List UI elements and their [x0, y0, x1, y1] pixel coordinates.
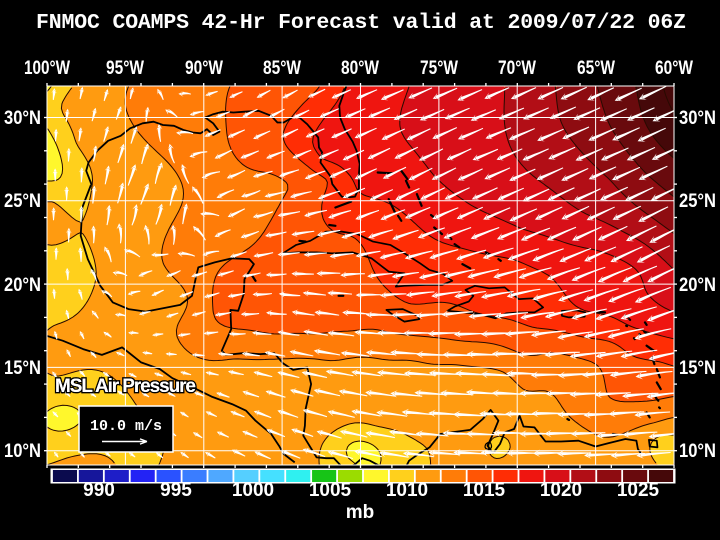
- svg-text:60°W: 60°W: [655, 58, 693, 79]
- svg-text:25°N: 25°N: [679, 191, 716, 212]
- svg-text:65°W: 65°W: [577, 58, 615, 79]
- svg-text:1005: 1005: [309, 480, 352, 501]
- svg-text:990: 990: [83, 480, 115, 501]
- svg-text:30°N: 30°N: [679, 108, 716, 129]
- svg-text:15°N: 15°N: [679, 358, 716, 379]
- svg-text:1025: 1025: [617, 480, 660, 501]
- svg-text:30°N: 30°N: [4, 108, 41, 129]
- svg-text:10°N: 10°N: [679, 441, 716, 462]
- svg-text:1020: 1020: [540, 480, 582, 501]
- svg-text:20°N: 20°N: [679, 275, 716, 296]
- svg-text:10°N: 10°N: [4, 441, 41, 462]
- svg-text:15°N: 15°N: [4, 358, 41, 379]
- svg-text:90°W: 90°W: [185, 58, 223, 79]
- svg-text:995: 995: [160, 480, 192, 501]
- svg-text:80°W: 80°W: [341, 58, 379, 79]
- svg-text:mb: mb: [346, 502, 375, 523]
- svg-text:95°W: 95°W: [106, 58, 144, 79]
- svg-text:1000: 1000: [232, 480, 274, 501]
- svg-text:MSL Air Pressure: MSL Air Pressure: [55, 376, 196, 397]
- svg-text:10.0 m/s: 10.0 m/s: [90, 418, 162, 435]
- svg-text:20°N: 20°N: [4, 275, 41, 296]
- svg-text:1010: 1010: [386, 480, 428, 501]
- svg-text:85°W: 85°W: [263, 58, 301, 79]
- svg-text:25°N: 25°N: [4, 191, 41, 212]
- svg-text:1015: 1015: [463, 480, 506, 501]
- svg-text:FNMOC COAMPS 42-Hr Forecast va: FNMOC COAMPS 42-Hr Forecast valid at 200…: [36, 11, 686, 35]
- svg-text:75°W: 75°W: [420, 58, 458, 79]
- svg-text:70°W: 70°W: [498, 58, 536, 79]
- svg-text:100°W: 100°W: [24, 58, 70, 79]
- svg-text:MSL Air Pressure: MSL Air Pressure: [55, 376, 196, 397]
